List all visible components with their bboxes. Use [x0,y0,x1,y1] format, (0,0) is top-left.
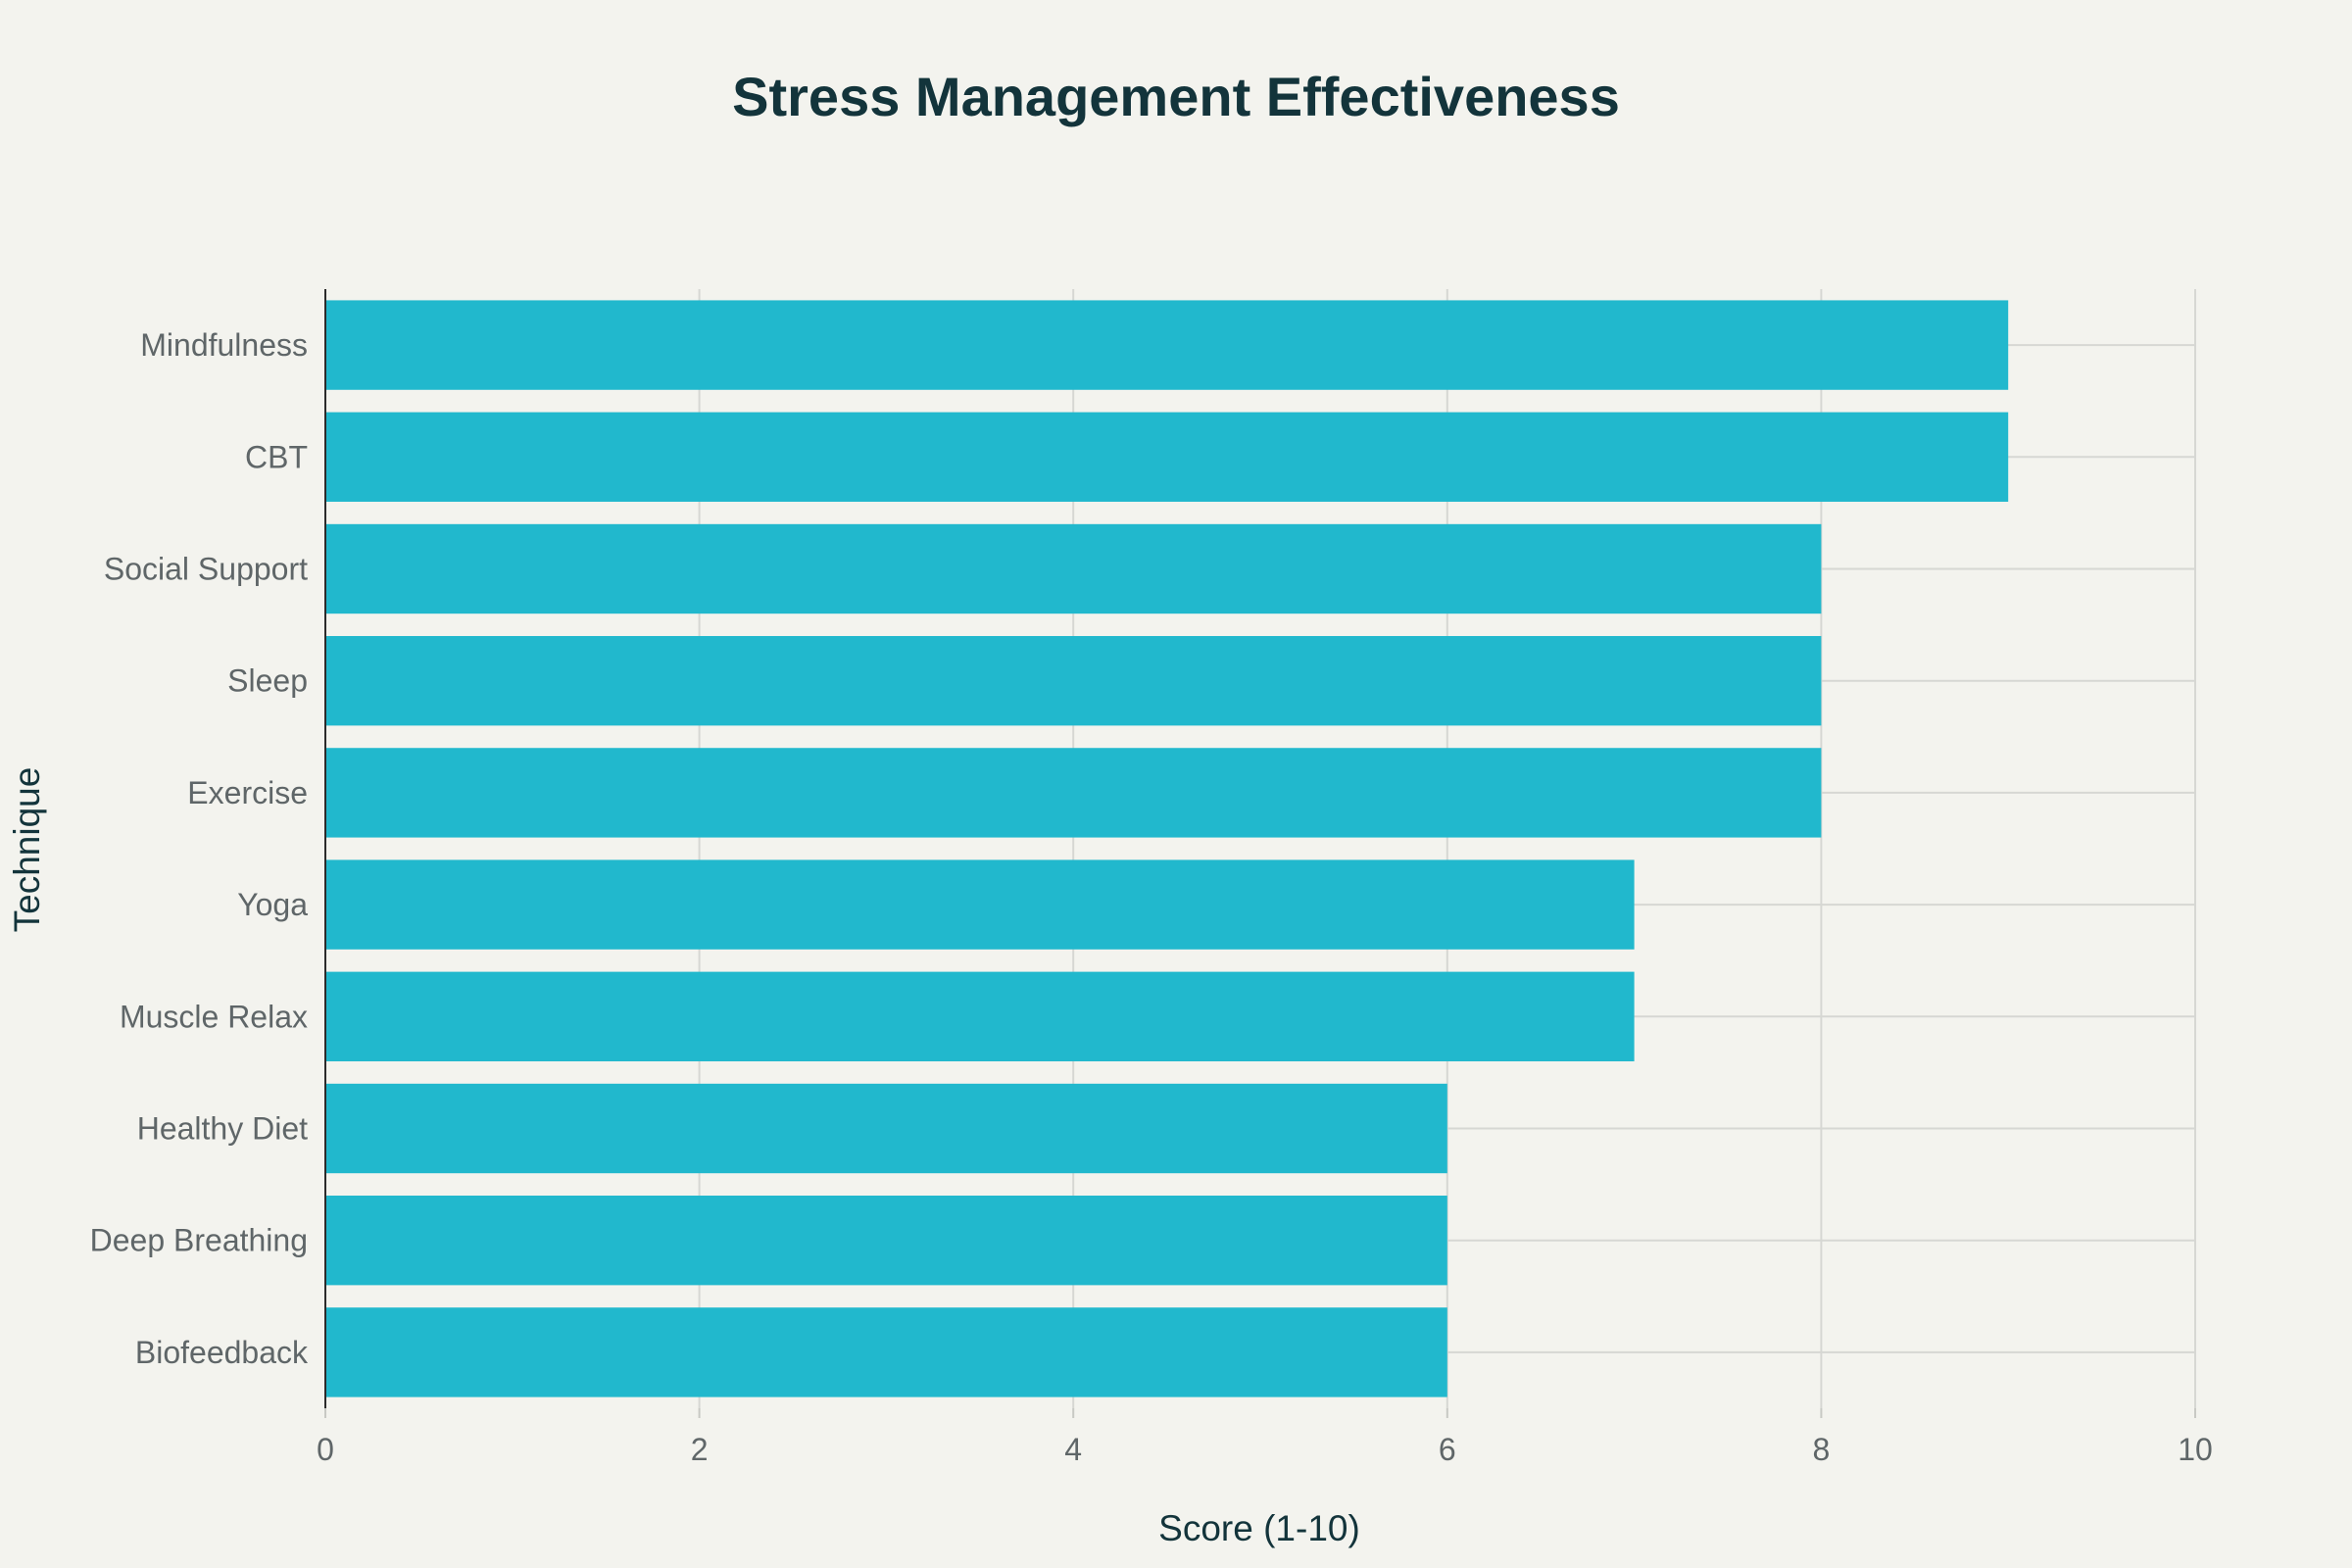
x-tick-label: 2 [691,1432,709,1467]
bar [325,748,1822,838]
bar [325,1196,1447,1286]
y-tick-label: Biofeedback [135,1335,309,1370]
bar [325,412,2009,502]
y-tick-label: Exercise [187,775,308,810]
axes: 0 2 4 6 8 10 Mindfulness CBT Social Support Sleep… [90,289,2213,1467]
y-tick-label: Yoga [237,887,308,922]
y-tick-label: Deep Breathing [90,1223,308,1258]
y-tick-label: Mindfulness [140,327,308,363]
y-tick-label: Social Support [104,552,308,587]
y-tick-label: CBT [245,439,308,474]
chart-title: Stress Management Effectiveness [732,66,1620,127]
y-tick-label: Sleep [227,663,308,699]
bars [325,300,2009,1397]
y-axis-title: Technique [7,767,47,933]
x-tick-label: 6 [1439,1432,1456,1467]
x-tick-label: 10 [2178,1432,2213,1467]
bar [325,1083,1447,1174]
bar [325,300,2009,390]
bar [325,636,1822,726]
bar [325,971,1635,1061]
y-tick-label: Muscle Relax [120,999,308,1034]
bar [325,859,1635,950]
x-tick-label: 0 [317,1432,334,1467]
bar [325,523,1822,614]
x-tick-label: 8 [1813,1432,1831,1467]
x-axis-title: Score (1-10) [1158,1508,1360,1548]
bar [325,1307,1447,1397]
y-tick-label: Healthy Diet [137,1111,308,1147]
x-tick-label: 4 [1064,1432,1082,1467]
